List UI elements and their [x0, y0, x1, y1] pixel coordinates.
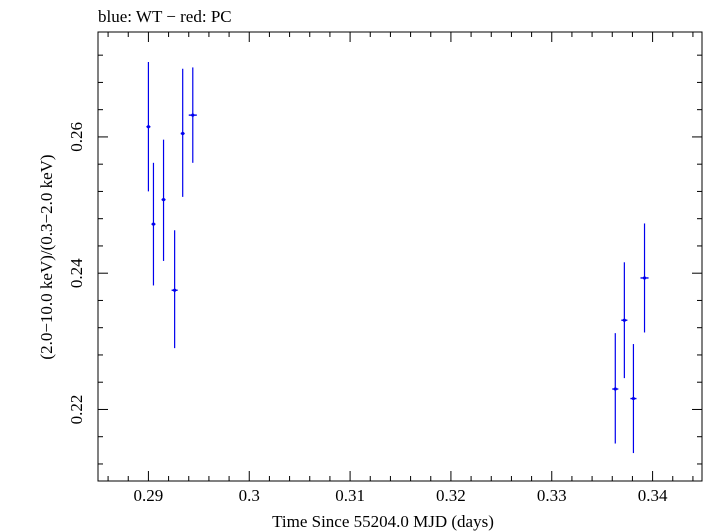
- point-marker: [161, 198, 166, 202]
- point-marker: [642, 276, 647, 280]
- x-tick-label: 0.32: [436, 486, 466, 505]
- y-tick-label: 0.26: [67, 122, 86, 152]
- x-tick-label: 0.33: [537, 486, 567, 505]
- y-axis-label: (2.0−10.0 keV)/(0.3−2.0 keV): [37, 154, 56, 359]
- x-tick-label: 0.29: [134, 486, 164, 505]
- point-marker: [173, 288, 177, 292]
- x-axis: 0.29 0.3 0.31 0.32 0.33 0.34: [107, 32, 694, 505]
- plot-frame: [97, 31, 703, 482]
- data-point: [621, 262, 628, 379]
- data-point: [151, 162, 156, 286]
- data-point: [171, 230, 178, 349]
- x-tick-label: 0.31: [335, 486, 365, 505]
- point-marker: [191, 113, 195, 117]
- data-point: [188, 67, 197, 163]
- point-marker: [181, 131, 185, 136]
- x-tick-label: 0.3: [239, 486, 260, 505]
- point-marker: [631, 396, 636, 401]
- y-axis: 0.22 0.24 0.26: [67, 54, 702, 465]
- data-point: [146, 61, 151, 192]
- x-tick-label: 0.34: [638, 486, 668, 505]
- data-point: [161, 139, 166, 261]
- x-axis-label: Time Since 55204.0 MJD (days): [272, 512, 494, 531]
- point-marker: [146, 125, 151, 129]
- data-point: [180, 68, 185, 197]
- data-point: [612, 333, 619, 444]
- y-tick-label: 0.24: [67, 258, 86, 288]
- point-marker: [622, 318, 626, 322]
- y-tick-label: 0.22: [67, 395, 86, 425]
- chart-title: blue: WT − red: PC: [98, 7, 232, 26]
- data-points: [146, 61, 649, 454]
- data-point: [630, 344, 637, 454]
- data-point: [640, 223, 649, 333]
- point-marker: [151, 222, 156, 226]
- point-marker: [613, 387, 617, 391]
